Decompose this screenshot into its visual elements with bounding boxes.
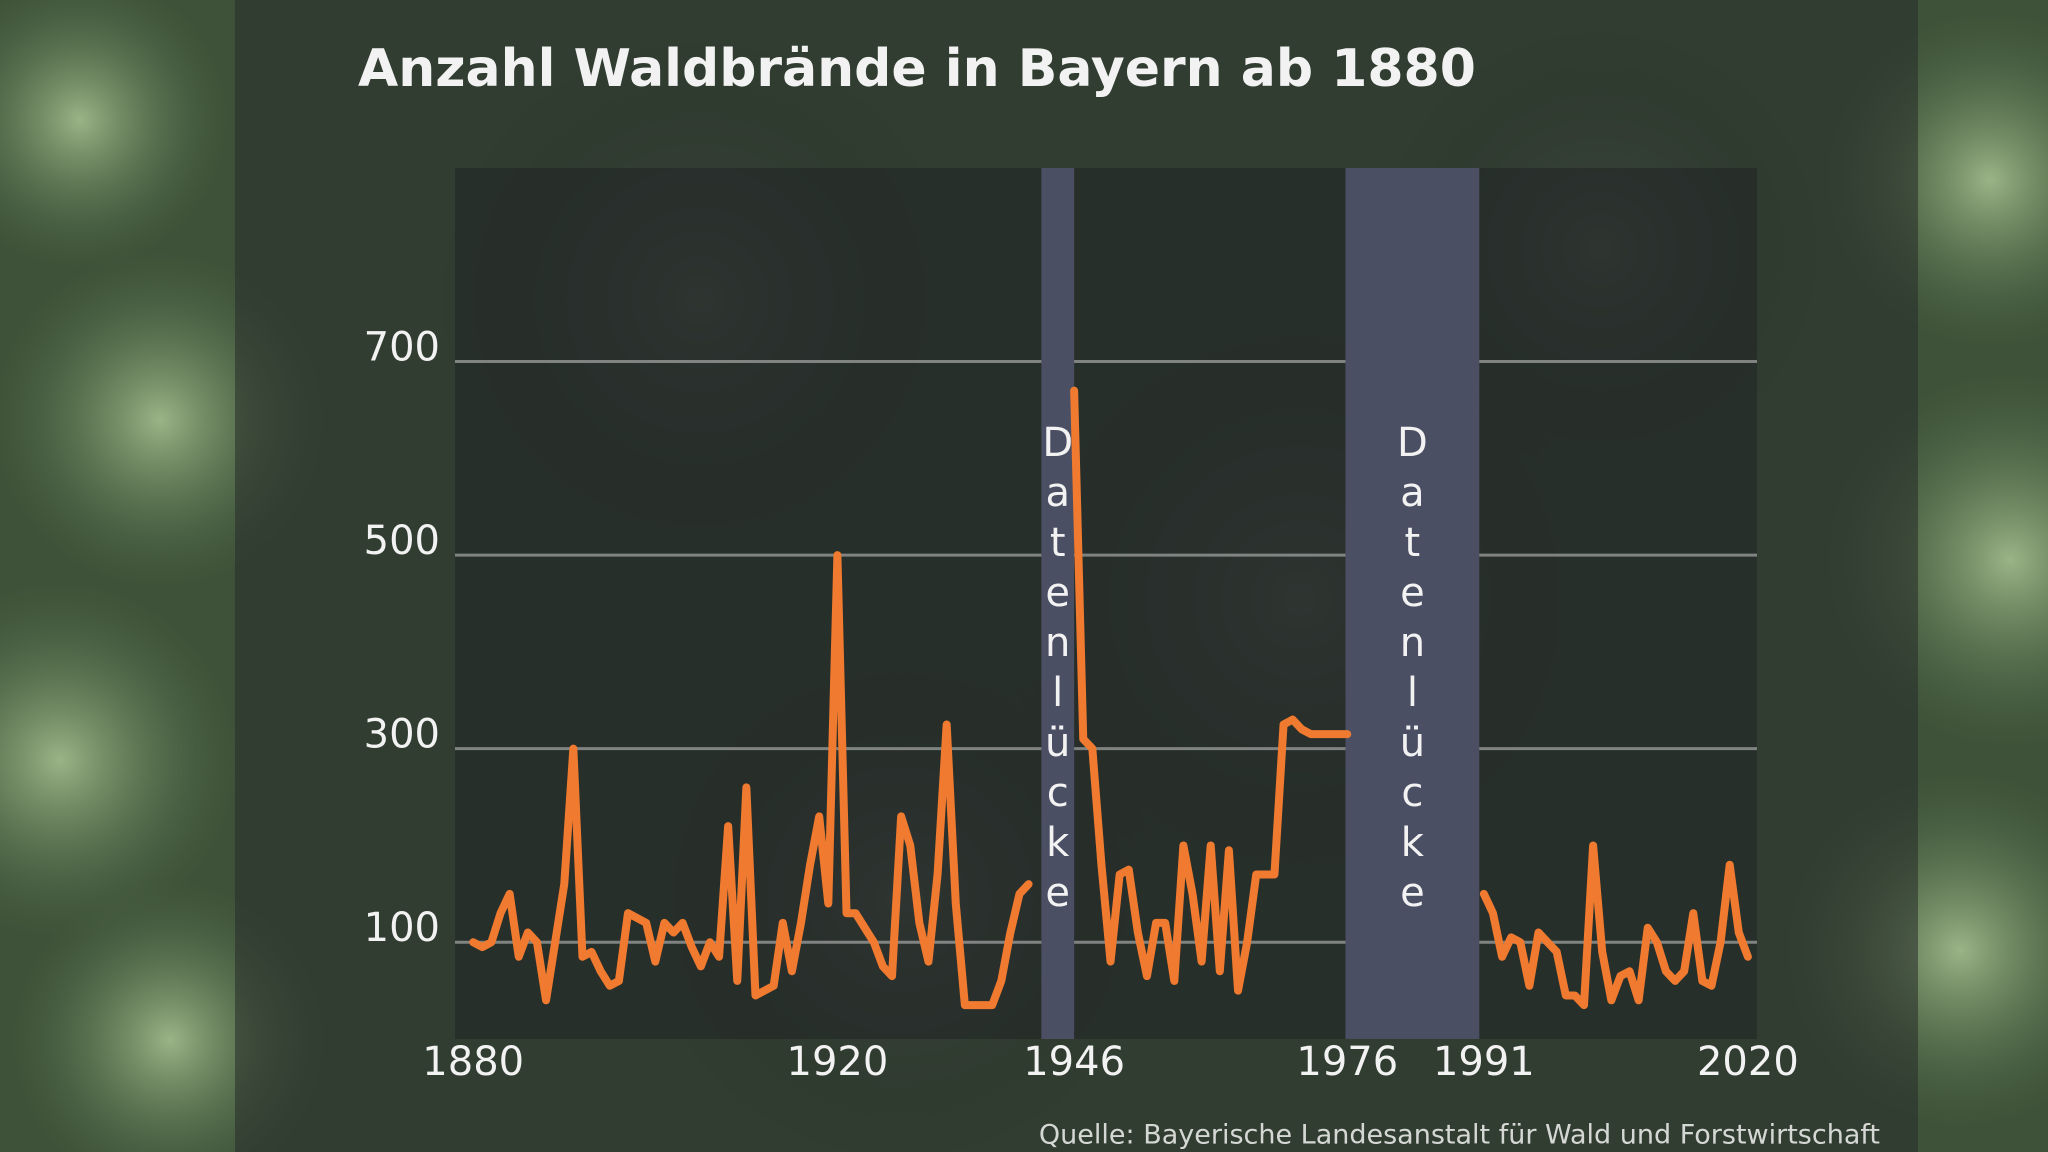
x-tick-label: 1946 — [1023, 1039, 1125, 1085]
x-tick-label: 2020 — [1697, 1039, 1799, 1085]
data-gap-band — [1345, 168, 1480, 1039]
y-tick-label: 500 — [364, 518, 440, 564]
x-tick-label: 1976 — [1296, 1039, 1398, 1085]
gap-label: Datenlücke — [1035, 420, 1081, 920]
chart-title: Anzahl Waldbrände in Bayern ab 1880 — [358, 39, 1476, 99]
y-tick-label: 300 — [364, 712, 440, 758]
data-gap-band — [1041, 168, 1075, 1039]
y-tick-label: 700 — [364, 325, 440, 371]
y-tick-label: 100 — [364, 905, 440, 951]
data-line — [469, 386, 1752, 1010]
source-note: Quelle: Bayerische Landesanstalt für Wal… — [1039, 1120, 1880, 1151]
x-tick-label: 1991 — [1433, 1039, 1535, 1085]
x-tick-label: 1920 — [787, 1039, 889, 1085]
gap-label: Datenlücke — [1389, 420, 1435, 920]
x-tick-label: 1880 — [422, 1039, 524, 1085]
plot-area: 100 300 500 700 1880 1920 1946 1976 1991 2020 Date… — [364, 168, 1799, 1085]
